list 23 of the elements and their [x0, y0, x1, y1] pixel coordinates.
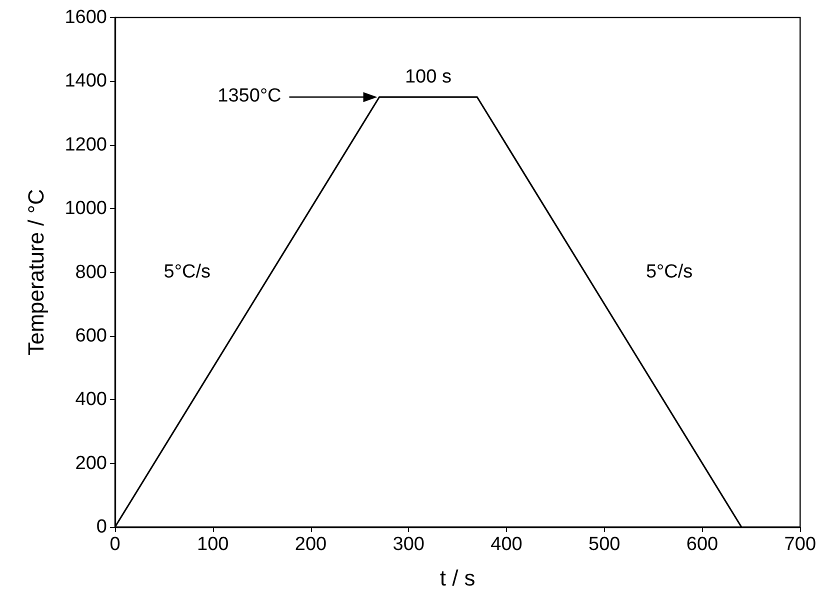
- y-tick-label: 0: [96, 516, 107, 538]
- y-tick-label: 200: [75, 452, 107, 474]
- y-tick-label: 1200: [64, 134, 107, 156]
- annotation: 5°C/s: [646, 262, 693, 283]
- y-tick-label: 1400: [64, 70, 107, 92]
- x-tick-label: 500: [588, 534, 620, 555]
- x-tick-label: 300: [392, 534, 424, 555]
- x-tick-label: 0: [110, 534, 120, 555]
- y-tick-label: 1000: [64, 198, 107, 220]
- x-tick-label: 200: [294, 534, 327, 555]
- annotation: 1350°C: [218, 86, 282, 107]
- y-axis-title: Temperature / °C: [24, 188, 48, 356]
- x-tick-label: 600: [686, 534, 718, 555]
- annotation: 100 s: [404, 66, 452, 88]
- annotation: 5°C/s: [164, 262, 210, 283]
- x-tick-label: 700: [784, 534, 816, 555]
- y-tick-label: 800: [75, 262, 107, 283]
- x-tick-label: 400: [490, 534, 522, 555]
- x-tick-label: 100: [197, 534, 229, 555]
- x-axis-title: t / s: [440, 566, 476, 590]
- y-tick-label: 600: [75, 325, 107, 346]
- y-tick-label: 400: [75, 389, 107, 410]
- y-tick-label: 1600: [64, 7, 107, 28]
